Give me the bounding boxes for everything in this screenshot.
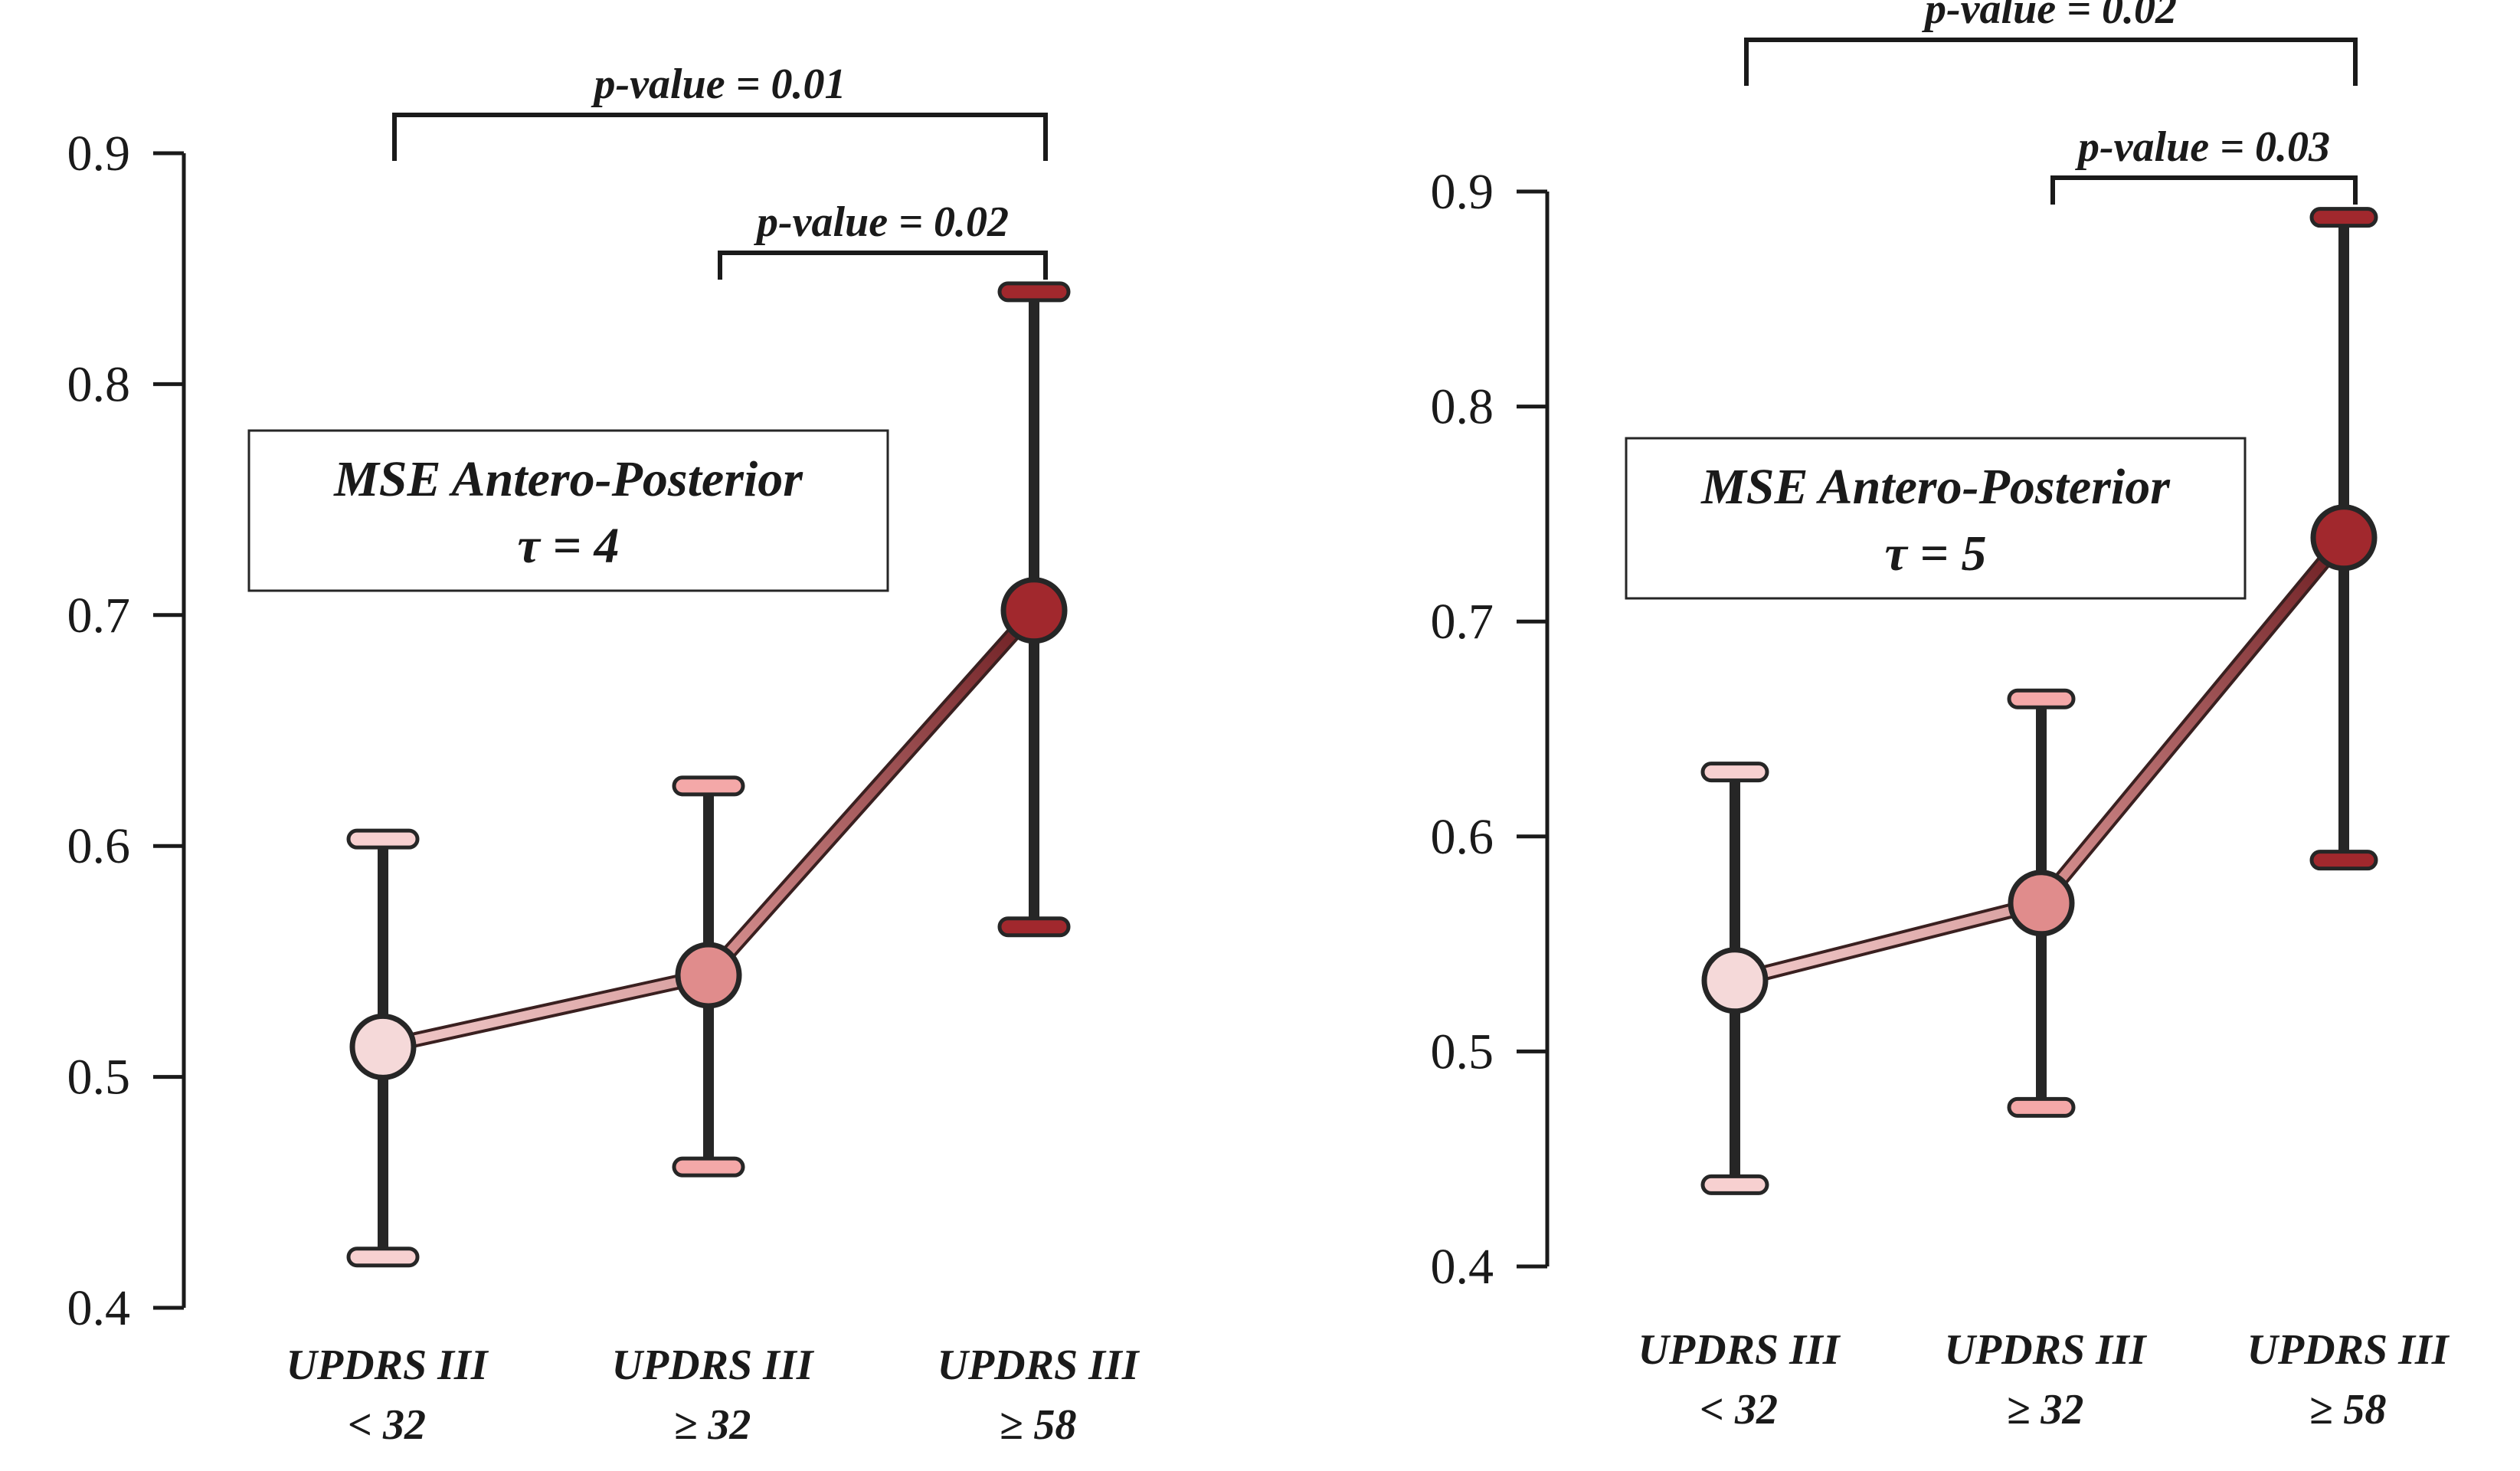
series-line-segment [2037,532,2348,908]
x-category-label-line1: UPDRS III [1638,1326,1841,1374]
significance-bracket [2050,175,2358,205]
y-tick-label: 0.9 [1431,164,1494,220]
y-tick-label: 0.6 [67,818,131,874]
series-line-segment [704,605,1039,980]
significance-bracket [392,113,1048,161]
annotation-box [247,429,889,592]
y-tick-label: 0.4 [1431,1239,1494,1295]
y-tick-label: 0.8 [67,356,131,412]
annotation-box-line1: MSE Antero-Posterior [1700,459,2171,515]
y-tick-label: 0.4 [67,1280,131,1336]
annotation-box-line1: MSE Antero-Posterior [333,451,803,507]
x-category-label-line1: UPDRS III [938,1342,1141,1389]
annotation-box-line2: τ = 4 [518,518,620,574]
p-value-label: p-value = 0.02 [754,198,1009,246]
x-category-label-line2: ≥ 32 [674,1401,751,1449]
y-tick-label: 0.7 [1431,594,1494,650]
y-tick-label: 0.6 [1431,809,1494,865]
significance-bracket [1744,38,2358,86]
x-category-label-line1: UPDRS III [612,1342,815,1389]
x-category-label-line1: UPDRS III [1945,1326,2148,1374]
error-cap-low [1700,1174,1769,1195]
error-cap-low [346,1247,420,1268]
x-category-label-line2: < 32 [1700,1386,1778,1433]
x-category-label-line2: ≥ 32 [2007,1386,2084,1433]
data-point [1701,947,1769,1014]
x-category-label-line1: UPDRS III [286,1342,489,1389]
series-line-segment [1730,898,2046,985]
y-tick-label: 0.7 [67,588,131,644]
error-cap-high [346,828,420,850]
data-point [675,942,742,1009]
data-point [1000,577,1068,644]
data-point [2008,870,2075,937]
error-cap-low [2309,850,2378,871]
error-cap-high [672,775,745,797]
y-tick-label: 0.9 [67,126,131,182]
chart-panel-1: 0.4 0.5 0.6 0.7 0.8 0.9 UPDRS III < 32 UPDRS III… [67,61,1141,1449]
x-category-label-line1: UPDRS III [2247,1326,2450,1374]
x-category-label-line2: ≥ 58 [2309,1386,2387,1433]
error-cap-low [2007,1096,2076,1118]
p-value-label: p-value = 0.03 [2075,123,2330,171]
significance-bracket [718,251,1048,280]
y-tick-label: 0.8 [1431,379,1494,435]
y-tick-label: 0.5 [67,1050,131,1106]
error-cap-high [2007,688,2076,709]
data-point [349,1013,417,1080]
y-tick-label: 0.5 [1431,1024,1494,1079]
x-category-label-line2: ≥ 58 [1000,1401,1077,1449]
p-value-label: p-value = 0.01 [591,61,846,108]
x-category-label-line2: < 32 [348,1401,426,1449]
error-cap-high [1700,762,1769,783]
error-cap-high [2309,207,2378,228]
error-cap-high [997,281,1071,303]
annotation-box-line2: τ = 5 [1885,526,1987,582]
annotation-box [1625,437,2247,600]
data-point [2310,504,2378,572]
p-value-label: p-value = 0.02 [1922,0,2177,33]
series-line-segment [378,970,713,1052]
chart-panel-2: 0.4 0.5 0.6 0.7 0.8 0.9 UPDRS III < 32 UPDRS III… [1431,0,2450,1433]
error-cap-low [672,1156,745,1178]
error-cap-low [997,916,1071,938]
